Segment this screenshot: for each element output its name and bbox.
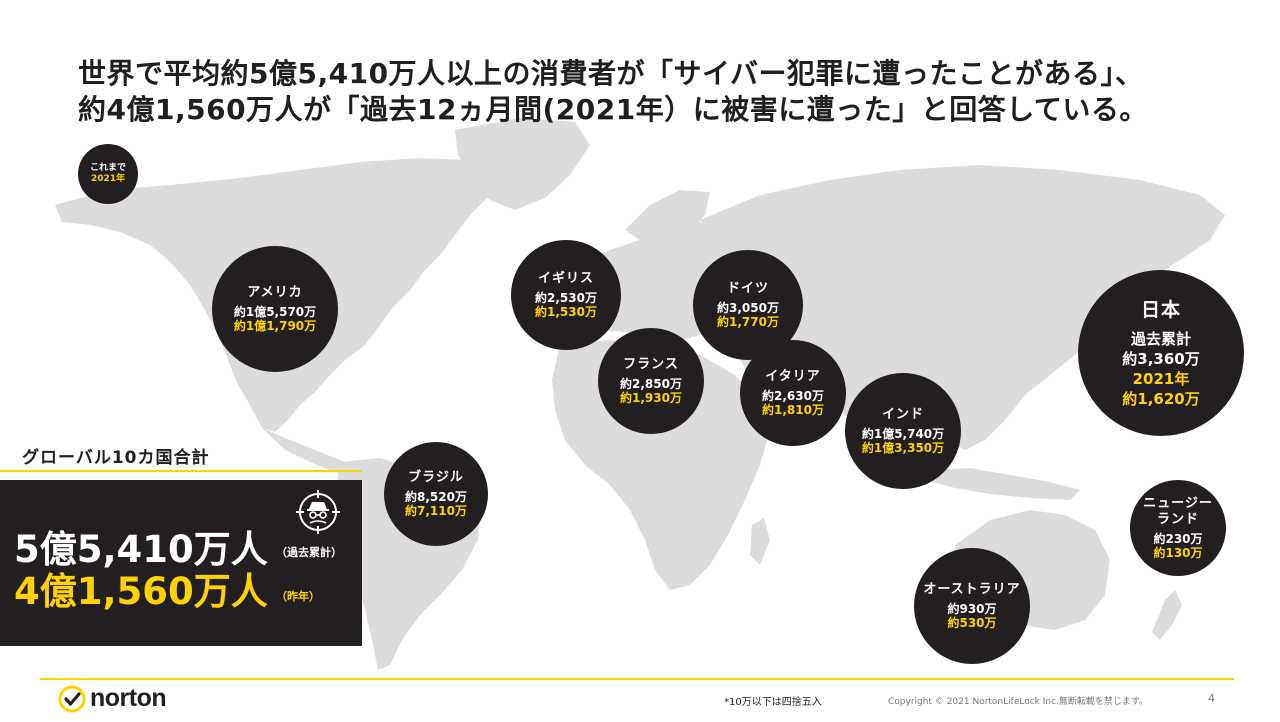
country-cumulative-label: 過去累計 [1130, 330, 1191, 348]
country-recent: 約7,110万 [405, 504, 467, 518]
country-recent: 約1,810万 [762, 403, 824, 417]
country-recent: 約1,770万 [717, 315, 779, 329]
country-total: 約8,520万 [405, 490, 467, 504]
bubble-new-zealand: ニュージー ランド 約230万 約130万 [1130, 480, 1226, 576]
bubble-usa: アメリカ 約1億5,570万 約1億1,790万 [212, 246, 338, 372]
country-total: 約2,850万 [620, 377, 682, 391]
country-name: 日本 [1140, 299, 1181, 321]
country-total: 約2,530万 [535, 291, 597, 305]
bubble-australia: オーストラリア 約930万 約530万 [914, 548, 1030, 664]
country-name-line-1: ニュージー [1143, 496, 1213, 511]
global-recent-note: （昨年） [276, 590, 320, 603]
country-name: アメリカ [247, 285, 303, 300]
country-name-line-2: ランド [1156, 512, 1199, 527]
logo-text: norton [90, 684, 167, 712]
country-name: オーストラリア [923, 582, 1021, 597]
map-greenland [455, 118, 590, 210]
norton-logo: norton [58, 684, 167, 713]
bubble-uk: イギリス 約2,530万 約1,530万 [511, 240, 621, 350]
map-indonesia [930, 468, 1080, 500]
headline-line-1: 世界で平均約5億5,410万人以上の消費者が「サイバー犯罪に遭ったことがある」、 [78, 57, 1144, 90]
country-recent: 約130万 [1153, 546, 1203, 560]
country-year-label: 2021年 [1132, 370, 1190, 388]
check-icon [58, 685, 86, 712]
hacker-icon [296, 490, 340, 534]
country-total: 約3,050万 [717, 301, 779, 315]
legend-label-year: 2021年 [90, 174, 126, 184]
global-total-panel: 5億5,410万人 （過去累計） 4億1,560万人 （昨年） [0, 480, 362, 646]
copyright: Copyright © 2021 NortonLifeLock Inc.無断転載… [888, 697, 1149, 707]
country-total: 約1億5,740万 [861, 427, 945, 441]
country-total: 約3,360万 [1122, 350, 1200, 368]
bubble-brazil: ブラジル 約8,520万 約7,110万 [384, 442, 488, 546]
headline: 世界で平均約5億5,410万人以上の消費者が「サイバー犯罪に遭ったことがある」、… [78, 56, 1228, 128]
map-madagascar [750, 518, 770, 565]
footnote: *10万以下は四捨五入 [724, 697, 822, 708]
divider [0, 470, 362, 472]
country-recent: 約1,530万 [535, 305, 597, 319]
legend-bubble: これまで 2021年 [78, 144, 138, 204]
country-name: イギリス [537, 271, 594, 286]
map-scandinavia [625, 190, 710, 240]
headline-line-2: 約4億1,560万人が「過去12ヵ月間(2021年）に被害に遭った」と回答してい… [78, 93, 1148, 126]
map-new-zealand [1152, 590, 1182, 640]
page-number: 4 [1208, 692, 1215, 705]
country-name: イタリア [765, 369, 821, 384]
country-total: 約930万 [947, 602, 997, 616]
global-recent-value: 4億1,560万人 [14, 570, 268, 613]
bubble-italy: イタリア 約2,630万 約1,810万 [740, 340, 846, 446]
country-recent: 約1億1,790万 [233, 319, 317, 333]
global-total-note: （過去累計） [276, 546, 342, 559]
country-name: ドイツ [726, 281, 769, 296]
country-name: ブラジル [408, 470, 464, 485]
country-name: フランス [623, 357, 679, 372]
country-recent: 約1億3,350万 [861, 441, 945, 455]
global-title: グローバル10カ国合計 [22, 448, 210, 468]
country-total: 約230万 [1153, 532, 1203, 546]
country-recent: 約530万 [947, 616, 997, 630]
bubble-japan: 日本 過去累計 約3,360万 2021年 約1,620万 [1078, 270, 1244, 436]
global-total-value: 5億5,410万人 [14, 528, 268, 571]
country-recent: 約1,930万 [620, 391, 682, 405]
bubble-india: インド 約1億5,740万 約1億3,350万 [845, 373, 961, 489]
footer-divider [40, 678, 1234, 680]
legend-label-cumulative: これまで [89, 163, 126, 173]
country-total: 約2,630万 [762, 389, 824, 403]
bubble-france: フランス 約2,850万 約1,930万 [598, 328, 704, 434]
bubble-germany: ドイツ 約3,050万 約1,770万 [693, 250, 803, 360]
country-recent: 約1,620万 [1122, 390, 1200, 408]
country-total: 約1億5,570万 [233, 305, 317, 319]
country-name: インド [881, 407, 924, 422]
map-central-america [262, 428, 365, 478]
